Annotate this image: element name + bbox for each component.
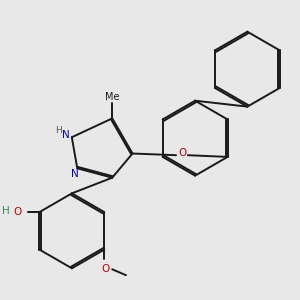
Text: H: H (2, 206, 10, 216)
Text: O: O (178, 148, 186, 158)
Text: H: H (55, 126, 62, 135)
Text: O: O (14, 207, 22, 217)
Text: N: N (71, 169, 79, 179)
Text: N: N (62, 130, 70, 140)
Text: Me: Me (105, 92, 119, 102)
Text: O: O (101, 264, 110, 274)
